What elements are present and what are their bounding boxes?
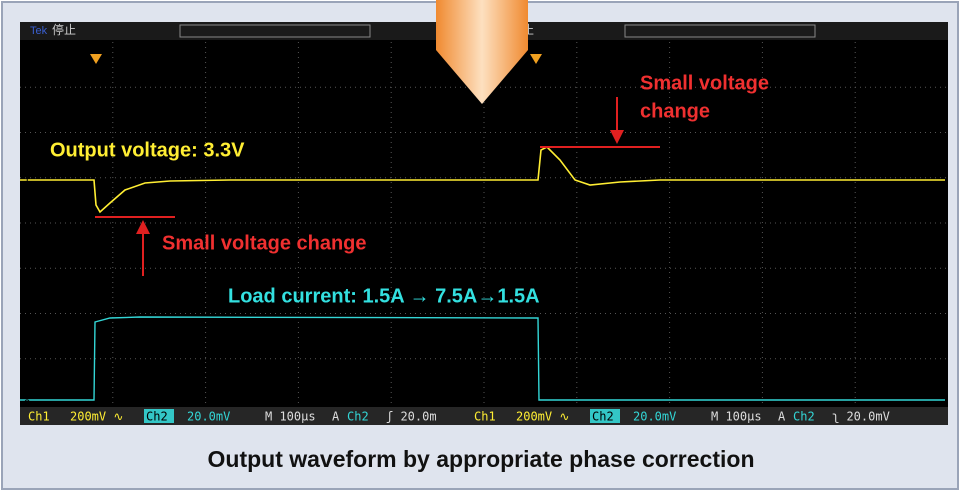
status-item: A (778, 410, 786, 424)
current-label: Load current: 1.5A → 7.5A→1.5A (228, 285, 540, 307)
change-label: Small voltage (640, 72, 769, 94)
status-item: 20.0mV (187, 410, 230, 424)
status-item: ʃ 20.0m (386, 410, 437, 424)
status-item: ʅ 20.0mV (832, 410, 890, 424)
status-item: 20.0mV (633, 410, 676, 424)
ch2-badge (590, 409, 620, 423)
brand: Tek (30, 25, 48, 37)
status-item: M 100µs (265, 410, 316, 424)
status-item: Ch2 (146, 410, 168, 424)
status-item: Ch2 (347, 410, 369, 424)
voltage-trace (20, 146, 945, 214)
status-item: Ch1 (474, 410, 496, 424)
status-items: Ch1 200mV ∿ Ch2 20.0mV M 100µs A Ch2 ʃ 20.0m Ch1… (28, 409, 890, 424)
red-arrowhead (136, 220, 150, 234)
ch2-badge (144, 409, 174, 423)
change-label: change (640, 100, 710, 122)
status-item: Ch2 (592, 410, 614, 424)
status-item: A (332, 410, 340, 424)
status-item: Ch1 (28, 410, 50, 424)
status-bar (20, 407, 948, 425)
change-label: Small voltage change (162, 232, 367, 254)
ch1-marker: 1 (24, 174, 30, 186)
caption: Output waveform by appropriate phase cor… (208, 446, 755, 472)
record-bar (624, 24, 816, 38)
grid (20, 42, 948, 404)
status-item: M 100µs (711, 410, 762, 424)
state: 停止 (52, 22, 76, 37)
status-item: 200mV ∿ (516, 410, 569, 424)
orange-arrow (436, 0, 528, 104)
status-item: 200mV ∿ (70, 410, 123, 424)
red-arrowhead (610, 130, 624, 144)
ch2-marker: 2 (24, 398, 30, 410)
current-trace (20, 316, 945, 401)
status-item: Ch2 (793, 410, 815, 424)
record-bar (179, 24, 371, 38)
voltage-label: Output voltage: 3.3V (50, 139, 245, 161)
